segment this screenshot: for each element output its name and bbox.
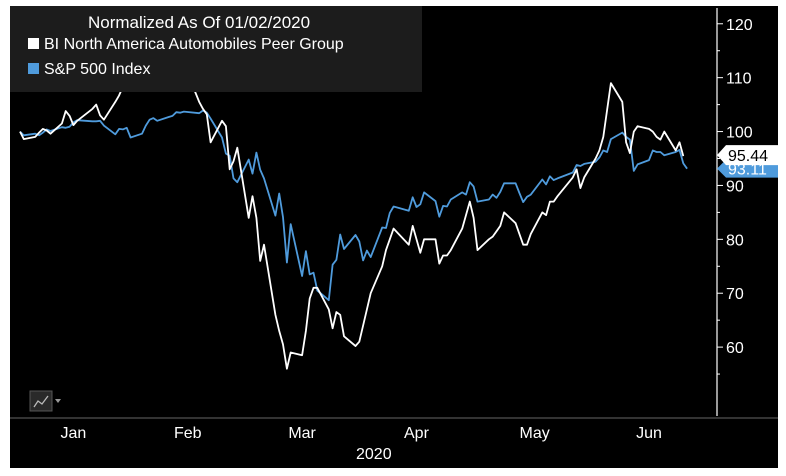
chart-toolbar[interactable] xyxy=(29,390,61,412)
x-month-label: Mar xyxy=(288,425,316,442)
y-tick-label: 70 xyxy=(726,286,744,303)
caret-down-icon[interactable] xyxy=(55,399,61,403)
legend-label-sp500: S&P 500 Index xyxy=(44,61,150,78)
legend: Normalized As Of 01/02/2020 BI North Ame… xyxy=(10,6,422,92)
last-value-badge-peer-group xyxy=(717,145,778,166)
line-chart: 60 70 80 90 100 110 120 2020 Jan Feb Mar Apr May Ju… xyxy=(10,6,778,463)
chart-type-button[interactable] xyxy=(29,390,53,412)
x-month-label: Jun xyxy=(636,425,662,442)
x-axis: 2020 Jan Feb Mar Apr May Jun xyxy=(10,417,778,463)
x-month-label: May xyxy=(520,425,550,442)
series-line-sp500 xyxy=(19,109,688,302)
y-tick-label: 100 xyxy=(726,125,753,142)
x-month-label: Jan xyxy=(60,425,86,442)
legend-title: Normalized As Of 01/02/2020 xyxy=(88,13,310,32)
legend-swatch-sp500 xyxy=(28,63,39,74)
y-tick-label: 80 xyxy=(726,232,744,249)
y-tick-label: 120 xyxy=(726,17,753,34)
x-month-label: Apr xyxy=(404,425,430,442)
y-tick-label: 110 xyxy=(726,71,752,88)
last-value-sp500: 93.11 xyxy=(728,162,767,179)
chart-plot-area: 60 70 80 90 100 110 120 2020 Jan Feb Mar Apr May Ju… xyxy=(10,6,778,468)
legend-label-peer-group: BI North America Automobiles Peer Group xyxy=(44,36,344,53)
line-chart-icon xyxy=(33,395,49,408)
legend-background xyxy=(10,6,422,92)
x-month-label: Feb xyxy=(174,425,202,442)
y-axis: 60 70 80 90 100 110 120 xyxy=(716,8,753,416)
legend-swatch-peer-group xyxy=(28,38,39,49)
x-axis-year-label: 2020 xyxy=(356,446,392,463)
last-value-peer-group: 95.44 xyxy=(728,148,768,165)
y-tick-label: 90 xyxy=(726,178,744,195)
y-tick-label: 60 xyxy=(726,340,744,357)
